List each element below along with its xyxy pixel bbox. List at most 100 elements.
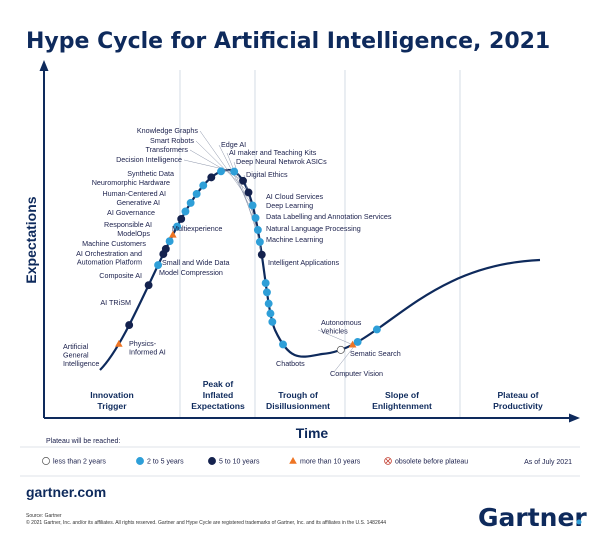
deep-learning-label: Deep Learning — [266, 201, 313, 210]
machine-learning-label: Machine Learning — [266, 235, 323, 244]
legend-marker-obs — [384, 457, 392, 465]
phase-label-slope: Slope of Enlightenment — [372, 390, 432, 411]
ai-cloud-services-label: AI Cloud Services — [266, 192, 324, 201]
ai-trism-label: AI TRiSM — [100, 298, 131, 307]
ai-governance-marker — [186, 198, 195, 207]
label-leader-lines — [183, 130, 358, 373]
y-axis-arrow — [39, 60, 49, 71]
human-centered-ai-label: Human-Centered AI — [102, 189, 166, 198]
synthetic-data-marker — [217, 167, 225, 176]
transformers-marker — [239, 176, 247, 185]
ai-maker-and-teaching-kits-label: AI maker and Teaching Kits — [229, 148, 317, 157]
transformers-label: Transformers — [146, 145, 189, 154]
neuromorphic-hardware-label: Neuromorphic Hardware — [92, 178, 170, 187]
phase-label-innovation: Innovation Trigger — [90, 390, 133, 411]
legend: less than 2 years 2 to 5 years 5 to 10 yea… — [42, 457, 468, 466]
natural-language-processing-label: Natural Language Processing — [266, 224, 361, 233]
multiexperience-marker — [177, 215, 186, 223]
physics-informed-ai-label: Physics-Informed AI — [129, 339, 166, 357]
autonomous-vehicles-label: Autonomous Vehicles — [321, 318, 362, 336]
ai-governance-label: AI Governance — [107, 208, 155, 217]
knowledge-graphs-marker — [248, 201, 257, 210]
chart-title: Hype Cycle for Artificial Intelligence, … — [26, 29, 550, 54]
deep-neural-netwrok-asics-marker — [255, 237, 264, 246]
intelligent-applications-marker — [279, 340, 287, 349]
ai-orchestration-and-automation-platform-label: AI Orchestration and Automation Platform — [76, 249, 142, 267]
small-and-wide-data-marker — [161, 244, 170, 253]
decision-intelligence-label: Decision Intelligence — [116, 155, 182, 164]
ai-trism-marker — [144, 281, 153, 290]
gartner-logo-dot — [576, 519, 582, 525]
human-centered-ai-marker — [199, 181, 208, 190]
intelligent-applications-label: Intelligent Applications — [268, 258, 340, 267]
sematic-search-marker — [372, 325, 381, 334]
computer-vision-marker — [353, 337, 362, 346]
technology-labels: Artificial General Intelligence Physics-Inf… — [63, 126, 401, 378]
phase-label-plateau: Plateau of Productivity — [493, 390, 543, 411]
machine-customers-label: Machine Customers — [82, 239, 146, 248]
responsible-ai-label: Responsible AI — [104, 220, 152, 229]
data-labelling-and-annotation-services-marker — [264, 299, 273, 308]
phase-label-trough: Trough of Disillusionment — [266, 390, 330, 411]
smart-robots-marker — [244, 188, 253, 197]
chatbots-label: Chatbots — [276, 359, 305, 368]
smart-robots-leader-line — [195, 140, 249, 193]
phase-dividers — [179, 70, 461, 418]
legend-label-2to5: 2 to 5 years — [147, 459, 184, 466]
data-labelling-and-annotation-services-label: Data Labelling and Annotation Services — [266, 212, 392, 221]
modelops-label: ModelOps — [117, 229, 150, 238]
digital-ethics-label: Digital Ethics — [246, 170, 288, 179]
gartner-logo: Gartner — [478, 503, 587, 532]
x-axis-title: Time — [296, 425, 329, 441]
decision-intelligence-leader-line — [183, 159, 235, 172]
copyright-note: © 2021 Gartner, Inc. and/or its affiliat… — [26, 519, 386, 526]
legend-title: Plateau will be reached: — [46, 438, 120, 445]
edge-ai-marker — [251, 214, 260, 222]
artificial-general-intelligence-marker — [115, 339, 123, 347]
knowledge-graphs-label: Knowledge Graphs — [137, 126, 199, 135]
modelops-marker — [173, 222, 182, 231]
generative-ai-marker — [192, 190, 201, 198]
composite-ai-label: Composite AI — [99, 271, 142, 280]
autonomous-vehicles-marker — [348, 340, 357, 348]
decision-intelligence-marker — [230, 167, 239, 176]
machine-customers-marker — [169, 230, 177, 238]
autonomous-vehicles-leader-line — [317, 329, 353, 345]
smart-robots-label: Smart Robots — [150, 136, 194, 145]
composite-ai-marker — [154, 261, 163, 270]
x-axis-arrow — [569, 413, 580, 423]
deep-learning-marker — [262, 288, 271, 297]
synthetic-data-label: Synthetic Data — [127, 169, 174, 178]
legend-marker-5to10 — [208, 457, 216, 465]
sematic-search-label: Sematic Search — [350, 349, 401, 358]
source-note: Source: Gartner — [26, 513, 62, 519]
responsible-ai-marker — [181, 207, 190, 216]
deep-neural-netwrok-asics-label: Deep Neural Netwrok ASICs — [236, 157, 327, 166]
ai-orchestration-and-automation-platform-marker — [165, 237, 174, 246]
physics-informed-ai-marker — [125, 321, 134, 330]
legend-marker-2to5 — [136, 457, 144, 465]
small-and-wide-data-label: Small and Wide Data — [162, 258, 230, 267]
technology-markers — [115, 167, 381, 354]
y-axis-title: Expectations — [23, 196, 39, 283]
computer-vision-label: Computer Vision — [330, 369, 383, 378]
legend-marker-gt10 — [289, 457, 297, 464]
generative-ai-label: Generative AI — [116, 198, 160, 207]
multiexperience-label: Multiexperience — [172, 224, 222, 233]
legend-label-lt2: less than 2 years — [53, 459, 106, 466]
legend-marker-lt2 — [42, 457, 50, 465]
legend-label-gt10: more than 10 years — [300, 459, 361, 466]
digital-ethics-marker — [257, 250, 266, 259]
ai-maker-and-teaching-kits-marker — [253, 225, 262, 234]
neuromorphic-hardware-marker — [207, 173, 216, 182]
legend-label-obs: obsolete before plateau — [395, 459, 468, 466]
artificial-general-intelligence-label: Artificial General Intelligence — [63, 342, 99, 368]
ai-cloud-services-marker — [261, 279, 270, 288]
chatbots-marker — [336, 345, 345, 354]
machine-learning-marker — [268, 317, 277, 326]
legend-label-5to10: 5 to 10 years — [219, 459, 260, 466]
edge-ai-label: Edge AI — [221, 140, 246, 149]
gartner-site-link[interactable]: gartner.com — [26, 484, 106, 500]
